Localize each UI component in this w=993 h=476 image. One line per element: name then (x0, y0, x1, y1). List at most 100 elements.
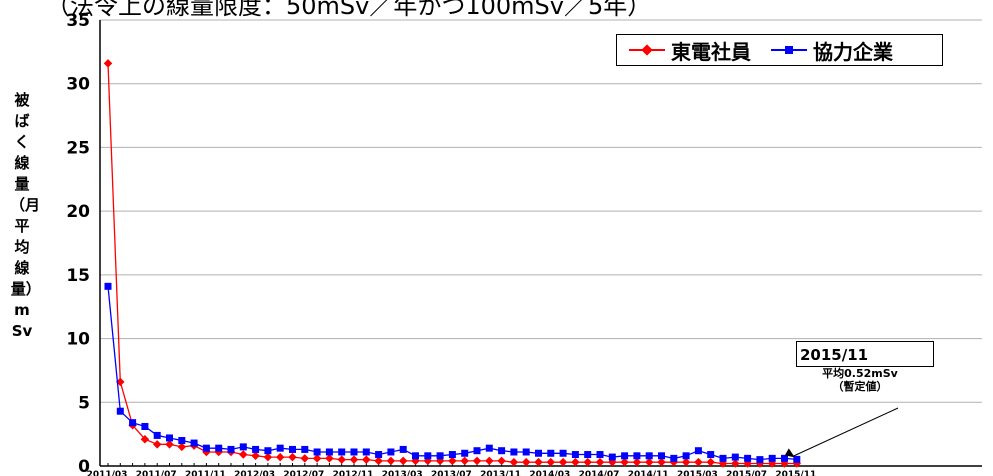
grid-layer (100, 19, 982, 403)
x-tick-label: 2012/11 (333, 470, 374, 476)
data-point-partner (707, 451, 715, 459)
data-point-partner (535, 449, 542, 457)
data-point-tepco (325, 454, 334, 463)
data-point-partner (141, 422, 149, 430)
page-title: （法令上の線量限度：50mSv／年かつ100mSv／5年） (46, 0, 652, 20)
data-point-tepco (583, 457, 592, 467)
legend-item-tepco: 東電社員 (627, 36, 751, 65)
x-tick-label: 2014/03 (529, 470, 570, 476)
annotation-arrowhead (784, 448, 795, 458)
x-tick-label: 2011/03 (87, 470, 128, 476)
data-point-partner (190, 439, 198, 447)
data-point-partner (485, 444, 493, 452)
legend-item-partner: 協力企業 (769, 36, 893, 65)
data-point-partner (387, 448, 395, 456)
data-point-partner (658, 452, 665, 460)
data-point-tepco (140, 434, 150, 444)
axis-layer (99, 20, 982, 467)
data-point-tepco (239, 450, 248, 459)
data-point-partner (116, 407, 124, 415)
data-point-partner (608, 453, 616, 461)
series-line-partner (107, 286, 797, 461)
data-point-partner (129, 419, 137, 427)
data-point-partner (633, 452, 641, 460)
x-tick-label: 2012/07 (283, 470, 324, 476)
data-point-tepco (288, 452, 297, 462)
data-point-tepco (275, 452, 285, 462)
y-tick-label: 35 (66, 11, 90, 31)
annotation-date: 2015/11 (800, 346, 869, 364)
data-point-partner (461, 449, 469, 457)
data-point-tepco (644, 457, 654, 467)
data-point-partner (781, 454, 788, 462)
legend-label-partner: 協力企業 (813, 39, 893, 64)
x-tick-label: 2011/07 (136, 470, 177, 476)
data-point-partner (571, 451, 579, 459)
data-point-partner (239, 443, 247, 451)
annotation-text: 平均0.52mSv （暫定値） (800, 367, 920, 393)
data-point-tepco (386, 456, 396, 466)
data-point-tepco (263, 452, 273, 462)
series-layer (103, 59, 802, 468)
data-point-tepco (312, 454, 322, 463)
data-point-partner (731, 453, 739, 461)
data-point-tepco (620, 457, 629, 467)
data-point-tepco (152, 440, 162, 449)
data-point-tepco (472, 456, 482, 466)
data-point-partner (399, 445, 407, 453)
data-point-tepco (681, 457, 691, 467)
data-point-partner (596, 451, 604, 459)
data-point-tepco (485, 456, 494, 466)
data-point-tepco (337, 455, 346, 464)
y-tick-label: 25 (66, 138, 90, 158)
label-layer: 0 5 10 15 20 25 30 35 2011/03 2011/07 2011/11 2012/… (66, 11, 816, 476)
y-tick-label: 5 (78, 393, 90, 413)
annotation-line2: （暫定値） (832, 380, 888, 393)
data-point-partner (682, 452, 690, 460)
data-point-partner (498, 447, 506, 455)
data-point-tepco (165, 440, 174, 449)
data-point-tepco (460, 456, 469, 466)
data-point-partner (719, 454, 727, 462)
data-point-tepco (448, 456, 457, 466)
data-point-partner (289, 445, 296, 453)
data-point-tepco (657, 457, 666, 467)
data-point-partner (670, 454, 678, 462)
data-point-partner (313, 448, 321, 456)
data-point-tepco (362, 455, 371, 464)
y-tick-label: 0 (78, 457, 90, 476)
x-tick-label: 2013/03 (382, 470, 423, 476)
y-tick-label: 30 (66, 75, 90, 95)
data-point-partner (645, 452, 653, 460)
data-point-partner (412, 452, 419, 460)
data-point-tepco (706, 457, 715, 467)
data-point-partner (793, 455, 801, 463)
annotation-layer (784, 407, 899, 458)
data-point-partner (252, 445, 260, 453)
data-point-tepco (571, 457, 580, 467)
data-point-partner (202, 444, 210, 452)
data-point-partner (264, 447, 272, 455)
data-point-tepco (497, 456, 506, 466)
data-point-tepco (558, 457, 568, 467)
data-point-tepco (300, 454, 310, 463)
data-point-partner (215, 444, 223, 452)
data-point-tepco (534, 457, 543, 467)
data-point-partner (362, 448, 370, 456)
legend: 東電社員 協力企業 (616, 34, 943, 66)
data-point-tepco (546, 457, 556, 467)
data-point-partner (522, 448, 530, 456)
data-point-partner (276, 444, 284, 452)
x-tick-label: 2014/07 (579, 470, 620, 476)
data-point-tepco (632, 457, 642, 467)
data-point-tepco (731, 459, 740, 468)
data-point-partner (584, 451, 592, 459)
data-point-partner (559, 449, 567, 457)
data-point-tepco (349, 455, 359, 464)
legend-marker-tepco-icon (629, 44, 665, 56)
data-point-partner (166, 434, 173, 442)
data-point-partner (744, 454, 752, 462)
data-point-tepco (509, 457, 519, 467)
legend-label-tepco: 東電社員 (671, 39, 751, 64)
